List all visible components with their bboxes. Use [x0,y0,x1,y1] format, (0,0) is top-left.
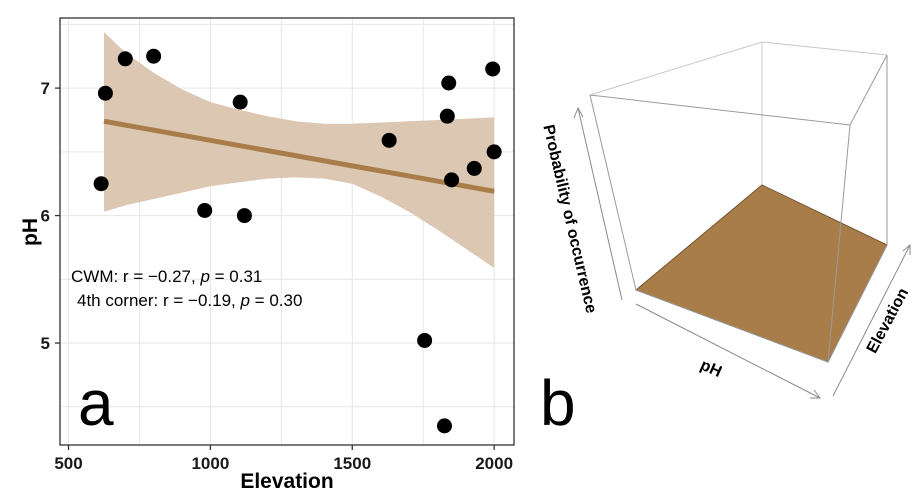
x-axis-ticks: 500 1000 1500 2000 [54,445,513,473]
y-axis-title: pH [19,218,42,246]
panel-a-scatter-plot: 500 1000 1500 2000 5 6 7 Elevation pH CWM: r … [19,17,515,493]
data-point [97,85,113,101]
box-edge [635,289,829,363]
data-point [232,94,248,110]
y-tick-label: 5 [41,334,50,353]
data-point [485,61,501,77]
annotation-cwm: CWM: r = −0.27, p = 0.31 [71,267,262,286]
panel-label-a: a [78,367,114,439]
z-axis-arrow [577,107,623,301]
panel-b-surface-plot: Probability of occurrence pH Elevation b [539,41,912,439]
box-edge [589,41,763,96]
annotation-4th-p: p [239,291,249,310]
box-edge [827,244,888,363]
data-point [466,160,482,176]
box-edge [849,54,888,126]
confidence-band-layer [103,32,495,268]
z-axis-arrowhead [573,106,584,119]
box-front-edges [589,54,888,363]
data-point [117,51,133,67]
data-point [381,132,397,148]
box-edge [827,124,851,363]
y-tick-label: 7 [41,79,50,98]
x-tick-label: 2000 [475,454,513,473]
data-point [436,418,452,434]
x-tick-label: 1500 [333,454,371,473]
axis-arrows [573,106,911,399]
x-axis-label-ph: pH [698,357,724,381]
annotation-4th-corner: 4th corner: r = −0.19, p = 0.30 [77,291,302,310]
data-point [444,172,460,188]
x-tick-label: 1000 [191,454,229,473]
x-axis-title: Elevation [240,470,333,493]
y-tick-label: 6 [41,207,50,226]
box-edge [589,94,637,291]
data-point [146,48,162,64]
data-point [236,208,252,224]
annotation-4th-pre: 4th corner: r = −0.19, [77,291,240,310]
data-point [441,75,457,91]
data-point [417,332,433,348]
box-edge [761,41,888,56]
plot-a-frame [59,17,515,446]
y-axis-arrow [832,244,911,397]
x-tick-label: 500 [54,454,82,473]
data-point [93,176,109,192]
y-axis-arrowhead [902,243,911,255]
y-axis-ticks: 5 6 7 [41,79,60,353]
confidence-band [103,32,495,268]
fit-line [103,118,495,194]
x-axis-arrowhead [810,389,821,399]
fit-line-layer [103,118,495,194]
annotation-4th-post: = 0.30 [250,291,302,310]
data-point [439,108,455,124]
annotation-cwm-pre: CWM: r = −0.27, [71,267,200,286]
z-axis-label: Probability of occurrence [539,123,599,315]
annotation-cwm-post: = 0.31 [210,267,262,286]
annotation-cwm-p: p [199,267,209,286]
data-point [197,202,213,218]
data-point [486,144,502,160]
box-edge [589,94,851,126]
panel-label-b: b [540,367,576,439]
x-axis-arrow [635,303,821,399]
data-points [93,48,502,434]
probability-surface [635,184,888,363]
